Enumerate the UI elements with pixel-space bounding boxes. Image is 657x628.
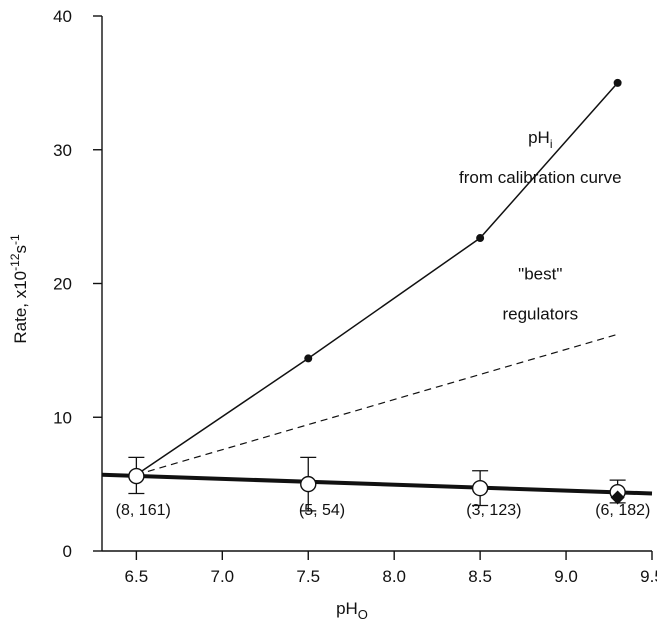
data-point-open [300, 475, 317, 493]
y-tick-label: 40 [53, 7, 72, 26]
x-tick-label: 9.0 [554, 567, 578, 586]
x-tick-label: 9.5 [640, 567, 657, 586]
point-label: (8, 161) [116, 502, 171, 519]
annotation-text: pH [528, 128, 550, 147]
y-tick-label: 0 [63, 542, 72, 561]
y-axis-title-unit-exp: -1 [8, 234, 22, 245]
series-line-best-regulators [136, 333, 618, 476]
data-point-filled [613, 78, 622, 87]
y-axis-title: Rate, x10-12s-1 [8, 234, 30, 344]
y-axis-title-main: Rate, x10 [11, 271, 30, 344]
series-line-thick [101, 472, 653, 496]
data-point-open [128, 467, 145, 485]
annotation-text: regulators [502, 305, 578, 324]
x-axis-title: pHO [336, 599, 368, 622]
point-label: (6, 182) [595, 502, 650, 519]
series-layer [101, 78, 653, 512]
data-point-open [471, 479, 489, 497]
y-tick-label: 10 [53, 408, 72, 427]
x-tick-label: 8.5 [468, 567, 492, 586]
data-point-diamond [610, 490, 625, 505]
point-label: (5, 54) [299, 502, 345, 519]
y-axis-title-exp: -12 [8, 253, 22, 271]
point-label: (3, 123) [466, 502, 521, 519]
y-tick-label: 20 [53, 275, 72, 294]
annotation-regulators: regulators [502, 305, 578, 324]
annotation-phi: pHi [528, 128, 552, 151]
x-tick-label: 7.5 [296, 567, 320, 586]
y-tick-label: 30 [53, 141, 72, 160]
annotation-calib: from calibration curve [459, 168, 622, 187]
data-point-filled [476, 234, 485, 243]
annotations: pHi from calibration curve "best" regulator… [116, 128, 651, 519]
x-tick-label: 8.0 [382, 567, 406, 586]
x-tick-label: 7.0 [210, 567, 234, 586]
annotation-best: "best" [518, 264, 562, 283]
axes: 6.5 7.0 7.5 8.0 8.5 9.0 9.5 0 10 20 30 40 [53, 7, 657, 586]
annotation-text: from calibration curve [459, 168, 622, 187]
x-axis-title-sub: O [358, 607, 368, 622]
annotation-text: "best" [518, 264, 562, 283]
x-tick-label: 6.5 [125, 567, 149, 586]
series-line-calibration [135, 82, 619, 476]
annotation-subscript: i [550, 137, 553, 151]
y-axis-title-unit: s [11, 245, 30, 254]
x-axis-title-main: pH [336, 599, 358, 618]
data-point-filled [304, 354, 313, 363]
